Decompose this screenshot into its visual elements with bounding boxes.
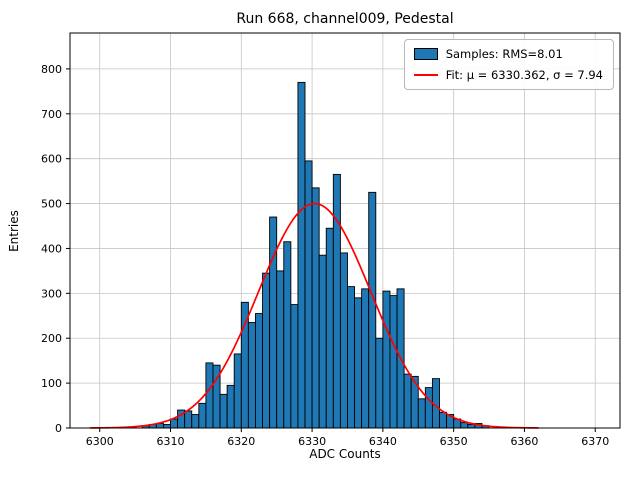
x-tick-label: 6320 xyxy=(227,435,255,448)
histogram-bar xyxy=(325,227,334,429)
histogram-bar xyxy=(240,301,249,429)
histogram-bar xyxy=(460,422,469,429)
histogram-bar xyxy=(198,402,207,429)
legend-fit-label: Fit: μ = 6330.362, σ = 7.94 xyxy=(445,68,603,82)
histogram-bar xyxy=(269,216,278,429)
y-tick-label: 500 xyxy=(41,198,62,211)
histogram-bar xyxy=(304,160,313,429)
histogram-bar xyxy=(283,241,292,429)
fit-curve xyxy=(89,202,539,429)
x-tick-label: 6340 xyxy=(369,435,397,448)
fit-line-icon xyxy=(413,74,438,76)
axes-spines xyxy=(69,32,621,429)
chart-title: Run 668, channel009, Pedestal xyxy=(236,11,454,27)
histogram-bar xyxy=(339,252,348,429)
histogram-bar xyxy=(467,423,476,429)
y-tick-label: 100 xyxy=(41,377,62,390)
histogram-bar xyxy=(424,387,433,429)
y-tick-label: 700 xyxy=(41,108,62,121)
histogram-bar xyxy=(389,295,398,429)
histogram-bar xyxy=(170,418,179,429)
histogram-bar xyxy=(233,353,242,429)
histogram-bar xyxy=(191,414,200,429)
histogram-bar xyxy=(162,423,171,429)
y-tick-label: 0 xyxy=(55,422,62,435)
y-tick-label: 200 xyxy=(41,332,62,345)
histogram-bar xyxy=(417,398,426,429)
x-tick-label: 6330 xyxy=(298,435,326,448)
legend-item-samples: Samples: RMS=8.01 xyxy=(413,47,603,61)
x-axis-label: ADC Counts xyxy=(309,447,381,461)
histogram-bar xyxy=(297,81,306,429)
x-tick-label: 6360 xyxy=(510,435,538,448)
histogram-bar xyxy=(347,286,356,429)
histogram-bar xyxy=(205,362,214,429)
histogram-bar xyxy=(184,410,193,429)
x-tick-label: 6300 xyxy=(86,435,114,448)
y-tick-label: 600 xyxy=(41,153,62,166)
histogram-bar xyxy=(226,384,235,429)
histogram-bar xyxy=(403,373,412,429)
legend-item-fit: Fit: μ = 6330.362, σ = 7.94 xyxy=(413,68,603,82)
y-axis-label: Entries xyxy=(7,210,21,252)
samples-swatch-icon xyxy=(413,48,438,60)
histogram-bar xyxy=(255,313,263,429)
histogram-bar xyxy=(219,393,228,429)
histogram-bar xyxy=(247,322,256,429)
y-tick-label: 800 xyxy=(41,63,62,76)
histogram-bar xyxy=(332,173,341,429)
x-tick-label: 6310 xyxy=(157,435,185,448)
y-tick-label: 300 xyxy=(41,287,62,300)
x-tick-label: 6370 xyxy=(581,435,609,448)
histogram-bar xyxy=(375,337,384,429)
histogram-bar xyxy=(276,270,285,429)
histogram-bar xyxy=(311,187,320,429)
histogram-bar xyxy=(290,304,299,429)
histogram-bar xyxy=(439,411,448,429)
legend-samples-label: Samples: RMS=8.01 xyxy=(445,47,563,61)
histogram-bar xyxy=(361,288,370,429)
x-tick-label: 6350 xyxy=(440,435,468,448)
y-tick-label: 400 xyxy=(41,242,62,255)
histogram-bar xyxy=(368,191,377,429)
histogram-bar xyxy=(262,272,271,429)
histogram-bar xyxy=(318,254,327,429)
histogram-bar xyxy=(382,290,391,429)
legend: Samples: RMS=8.01 Fit: μ = 6330.362, σ =… xyxy=(403,39,614,90)
histogram-bar xyxy=(354,297,363,429)
